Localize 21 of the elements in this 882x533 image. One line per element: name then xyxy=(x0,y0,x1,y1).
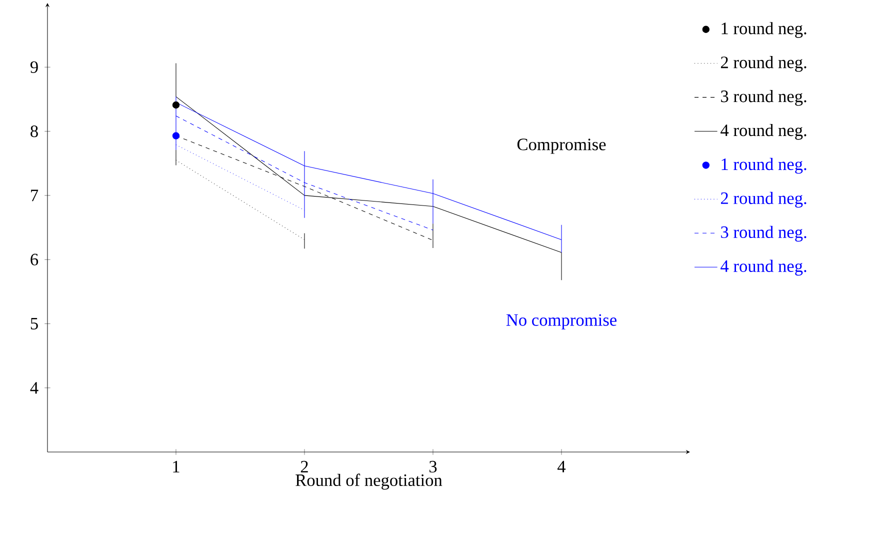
legend-label: 2 round neg. xyxy=(720,56,806,72)
y-tick-label: 4 xyxy=(30,382,38,394)
y-tick-label: 7 xyxy=(31,190,38,202)
x-tick-label: 3 xyxy=(429,460,437,473)
legend-label: 4 round neg. xyxy=(720,124,806,140)
x-tick-label: 4 xyxy=(557,460,566,472)
x-tick-label: 1 xyxy=(173,460,180,472)
legend-label: 3 round neg. xyxy=(721,226,806,242)
x-axis-title: Round of negotiation xyxy=(296,474,442,490)
y-tick-label: 5 xyxy=(30,318,38,330)
x-tick-label: 2 xyxy=(300,460,308,472)
legend-label: 1 round neg. xyxy=(722,158,806,174)
legend-label: 3 round neg. xyxy=(721,90,806,106)
y-tick-label: 8 xyxy=(30,125,38,138)
legend-label: 2 round neg. xyxy=(720,192,806,208)
y-tick-label: 6 xyxy=(30,254,38,266)
y-tick-label: 9 xyxy=(30,61,38,73)
annotation: No compromise xyxy=(506,314,616,330)
annotation: Compromise xyxy=(517,138,606,154)
legend-label: 4 round neg. xyxy=(720,260,806,276)
legend-label: 1 round neg. xyxy=(722,22,806,38)
